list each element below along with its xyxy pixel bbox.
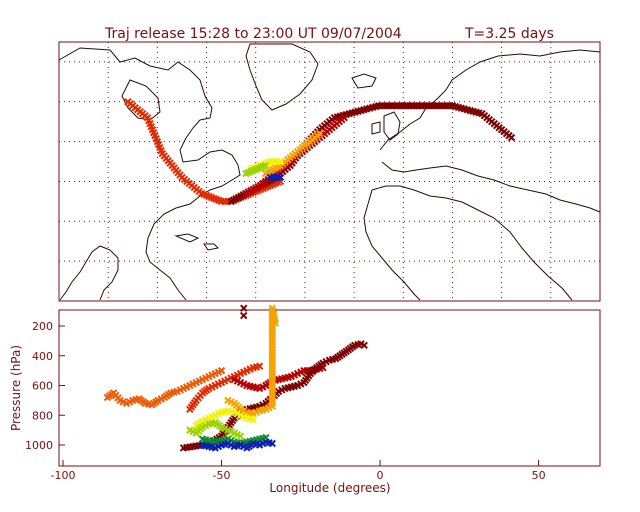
y-tick-label: 600 xyxy=(32,380,53,393)
map-trajectory-marker xyxy=(276,173,285,182)
iceland xyxy=(351,73,377,89)
y-tick-label: 800 xyxy=(32,409,53,422)
elapsed-time-label: T=3.25 days xyxy=(464,26,554,42)
map-trajectory-marker xyxy=(261,161,270,170)
x-tick-label: 50 xyxy=(532,469,546,482)
pressure-axes: 200 400 600 800 1000 -100 -50 0 50 xyxy=(25,320,546,482)
coastlines xyxy=(58,43,601,301)
pressure-trajectory-marker xyxy=(255,362,264,370)
x-axis-label: Longitude (degrees) xyxy=(269,481,390,495)
pressure-trajectory-points xyxy=(103,304,368,452)
map-trajectory-points xyxy=(124,98,516,206)
y-axis-label: Pressure (hPa) xyxy=(9,345,23,431)
pressure-panel: 200 400 600 800 1000 -100 -50 0 50 Longitude (de… xyxy=(9,304,601,495)
pressure-trajectory-marker xyxy=(240,304,248,312)
x-tick-label: 0 xyxy=(377,469,384,482)
map-frame xyxy=(58,41,601,302)
caribbean-islands xyxy=(174,233,220,251)
map-panel xyxy=(58,41,601,302)
pressure-trajectory-marker xyxy=(240,311,248,320)
y-tick-label: 1000 xyxy=(25,439,53,452)
y-tick-label: 200 xyxy=(32,320,53,333)
pressure-frame xyxy=(58,309,601,467)
figure-title: Traj release 15:28 to 23:00 UT 09/07/200… xyxy=(104,26,402,42)
map-trajectory-marker xyxy=(340,114,348,122)
y-tick-label: 400 xyxy=(32,350,53,363)
pressure-trajectory-marker xyxy=(271,319,280,327)
pressure-trajectory-marker xyxy=(236,432,245,440)
map-gridlines xyxy=(59,42,600,301)
north-america-coast xyxy=(58,47,241,301)
map-trajectory-marker xyxy=(276,157,285,166)
map-trajectory-marker xyxy=(315,129,324,138)
map-trajectory-marker xyxy=(507,133,516,142)
pressure-trajectory-marker xyxy=(217,366,226,375)
pressure-trajectory-marker xyxy=(360,341,368,350)
x-tick-label: -100 xyxy=(51,469,76,482)
british-isles xyxy=(371,111,401,141)
pressure-trajectory-marker xyxy=(268,439,276,448)
europe-coast xyxy=(379,49,601,213)
greenland xyxy=(245,43,319,111)
x-tick-label: -50 xyxy=(213,469,231,482)
africa-coast xyxy=(363,185,573,301)
pressure-trajectory-marker xyxy=(249,416,257,424)
